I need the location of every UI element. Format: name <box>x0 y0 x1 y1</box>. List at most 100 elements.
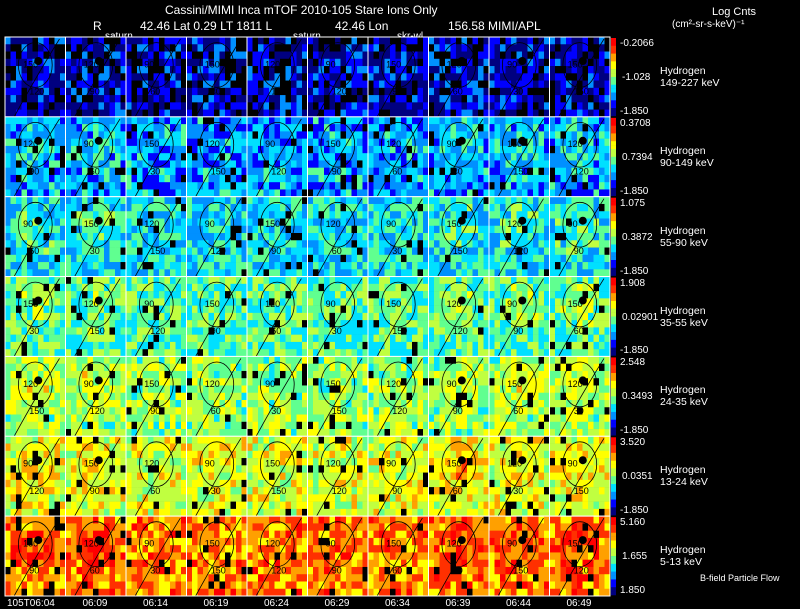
heatmap-cell <box>131 116 138 125</box>
heatmap-cell <box>577 196 583 205</box>
heatmap-cell <box>153 291 160 299</box>
heatmap-cell <box>346 254 352 263</box>
heatmap-cell <box>401 247 407 256</box>
heatmap-cell <box>104 66 110 74</box>
heatmap-cell <box>269 182 275 190</box>
heatmap-cell <box>54 80 61 89</box>
heatmap-cell <box>538 160 545 168</box>
heatmap-cell <box>324 247 330 256</box>
heatmap-cell <box>49 283 55 292</box>
heatmap-cell <box>560 211 567 219</box>
heatmap-cell <box>60 131 66 139</box>
heatmap-cell <box>461 233 468 241</box>
heatmap-cell <box>527 291 534 299</box>
contour-line <box>380 122 416 168</box>
heatmap-cell <box>10 247 17 256</box>
heatmap-cell <box>225 291 231 299</box>
heatmap-cell <box>93 211 99 219</box>
heatmap-cell <box>593 262 600 270</box>
heatmap-cell <box>538 196 545 205</box>
heatmap-cell <box>307 153 314 161</box>
heatmap-cell <box>307 58 314 67</box>
contour-line <box>320 201 356 248</box>
heatmap-cell <box>329 218 336 227</box>
heatmap-cell <box>60 254 66 263</box>
heatmap-cell <box>467 320 473 328</box>
heatmap-cell <box>181 182 187 190</box>
heatmap-cell <box>104 73 110 81</box>
heatmap-cell <box>236 276 242 285</box>
heatmap-cell <box>236 225 242 234</box>
heatmap-cell <box>71 174 77 183</box>
heatmap-cell <box>181 167 187 176</box>
heatmap-cell <box>423 196 429 205</box>
heatmap-cell <box>192 211 198 219</box>
heatmap-cell <box>203 80 209 89</box>
heatmap-cell <box>505 312 512 321</box>
contour-label: 120 <box>211 246 226 256</box>
heatmap-cell <box>335 167 341 176</box>
heatmap-cell <box>478 102 484 110</box>
heatmap-cell <box>65 44 72 52</box>
heatmap-cell <box>522 44 528 52</box>
heatmap-cell <box>373 298 380 306</box>
heatmap-cell <box>285 291 292 299</box>
heatmap-cell <box>318 189 325 198</box>
heatmap-cell <box>170 167 176 176</box>
heatmap-cell <box>247 138 253 147</box>
heatmap-cell <box>373 174 380 183</box>
heatmap-cell <box>269 73 275 81</box>
heatmap-cell <box>43 233 50 241</box>
heatmap-cell <box>32 51 39 60</box>
planet-marker <box>34 136 43 145</box>
heatmap-cell <box>362 153 369 161</box>
heatmap-cell <box>428 262 435 270</box>
heatmap-cell <box>500 160 506 168</box>
heatmap-cell <box>247 87 253 96</box>
heatmap-cell <box>373 66 380 74</box>
heatmap-cell <box>527 145 534 154</box>
heatmap-cell <box>104 80 110 89</box>
heatmap-cell <box>170 262 176 270</box>
heatmap-cell <box>93 44 99 52</box>
heatmap-cell <box>65 80 72 89</box>
heatmap-cell <box>27 262 33 270</box>
heatmap-cell <box>71 203 77 212</box>
heatmap-cell <box>148 66 154 74</box>
heatmap-cell <box>175 87 182 96</box>
heatmap-cell <box>225 240 231 248</box>
heatmap-cell <box>16 124 22 132</box>
heatmap-cell <box>5 80 11 89</box>
contour-line <box>376 278 423 357</box>
heatmap-cell <box>153 341 160 350</box>
heatmap-cell <box>109 131 116 139</box>
heatmap-cell <box>153 327 160 335</box>
heatmap-cell <box>131 102 138 110</box>
heatmap-cell <box>483 233 490 241</box>
heatmap-cell <box>533 87 539 96</box>
heatmap-cell <box>318 334 325 343</box>
heatmap-cell <box>247 102 253 110</box>
heatmap-cell <box>230 203 237 212</box>
heatmap-cell <box>274 153 281 161</box>
heatmap-cell <box>302 51 308 60</box>
heatmap-cell <box>5 124 11 132</box>
heatmap-cell <box>412 291 418 299</box>
heatmap-cell <box>593 80 600 89</box>
heatmap-cell <box>126 334 132 343</box>
heatmap-cell <box>577 95 583 103</box>
heatmap-cell <box>390 66 396 74</box>
heatmap-cell <box>131 131 138 139</box>
heatmap-cell <box>588 160 594 168</box>
heatmap-cell <box>467 138 473 147</box>
heatmap-cell <box>126 145 132 154</box>
heatmap-cell <box>511 44 517 52</box>
heatmap-cell <box>236 66 242 74</box>
heatmap-cell <box>291 276 297 285</box>
heatmap-cell <box>230 291 237 299</box>
heatmap-cell <box>489 276 495 285</box>
heatmap-cell <box>230 262 237 270</box>
heatmap-cell <box>357 174 363 183</box>
heatmap-cell <box>82 73 88 81</box>
